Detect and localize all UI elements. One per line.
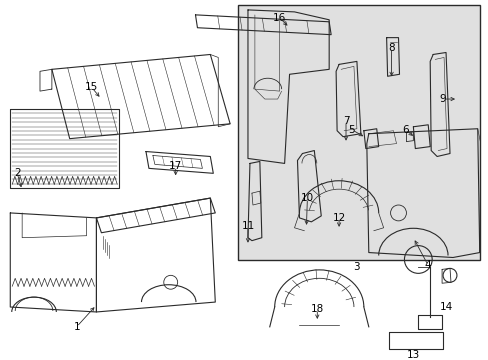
Text: 10: 10 xyxy=(300,193,313,203)
Text: 11: 11 xyxy=(241,221,254,231)
Text: 2: 2 xyxy=(14,168,20,178)
Bar xyxy=(238,5,479,261)
Text: 8: 8 xyxy=(387,42,394,53)
Text: 13: 13 xyxy=(406,350,419,360)
Text: 5: 5 xyxy=(348,125,355,135)
Text: 4: 4 xyxy=(424,260,430,270)
Text: 12: 12 xyxy=(332,213,345,223)
Text: 15: 15 xyxy=(85,82,98,92)
Text: 16: 16 xyxy=(272,13,285,23)
Text: 9: 9 xyxy=(439,94,446,104)
Text: 3: 3 xyxy=(353,262,360,273)
Text: 14: 14 xyxy=(439,302,452,312)
Text: 7: 7 xyxy=(342,116,348,126)
Text: 18: 18 xyxy=(310,304,323,314)
Text: 1: 1 xyxy=(73,322,80,332)
Text: 6: 6 xyxy=(401,125,408,135)
Text: 17: 17 xyxy=(169,161,182,171)
